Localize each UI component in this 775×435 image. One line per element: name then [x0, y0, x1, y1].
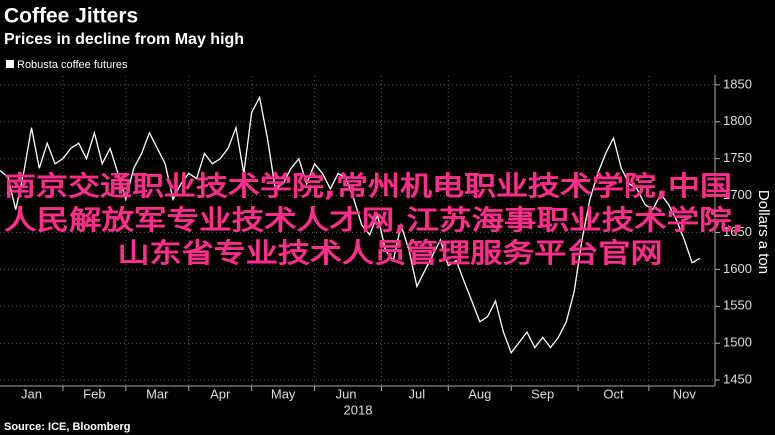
x-tick-label: Jun	[336, 386, 357, 401]
x-tick-label: Feb	[83, 386, 105, 401]
y-tick-label: 1850	[723, 76, 752, 91]
x-tick-label: Oct	[603, 386, 624, 401]
y-axis-label: Dollars a ton	[755, 190, 772, 274]
overlay-text: 南京交通职业技术学院,常州机电职业技术学院,中国	[4, 171, 732, 203]
chart-subtitle: Prices in decline from May high	[4, 31, 244, 48]
x-tick-label: Nov	[673, 386, 697, 401]
y-tick-label: 1700	[723, 187, 752, 202]
y-tick-label: 1600	[723, 261, 752, 276]
y-tick-label: 1800	[723, 113, 752, 128]
x-tick-label: Apr	[210, 386, 231, 401]
x-tick-label: May	[271, 386, 296, 401]
source: Source: ICE, Bloomberg	[4, 421, 131, 433]
x-tick-label: Sep	[531, 386, 554, 401]
chart-title: Coffee Jitters	[4, 5, 138, 28]
overlay-text: 人民解放军专业技术人才网,江苏海事职业技术学院,	[4, 205, 744, 237]
y-tick-label: 1500	[723, 335, 752, 350]
y-tick-label: 1550	[723, 298, 752, 313]
x-tick-label: Aug	[468, 386, 491, 401]
x-tick-label: Jan	[21, 386, 42, 401]
y-tick-label: 1650	[723, 224, 752, 239]
x-axis-label: 2018	[344, 402, 373, 417]
x-tick-label: Jul	[409, 386, 426, 401]
line-series	[0, 95, 701, 355]
x-tick-label: Mar	[146, 386, 169, 401]
legend-label: Robusta coffee futures	[17, 59, 128, 71]
y-tick-label: 1450	[723, 372, 752, 387]
overlay-text: 山东省专业技术人员管理服务平台官网	[118, 238, 663, 270]
legend-swatch	[6, 60, 14, 68]
y-tick-label: 1750	[723, 150, 752, 165]
plot-area: 1450 1500 1550 1600 1650 1700 1750 1800 1850 Jan F…	[0, 76, 752, 401]
